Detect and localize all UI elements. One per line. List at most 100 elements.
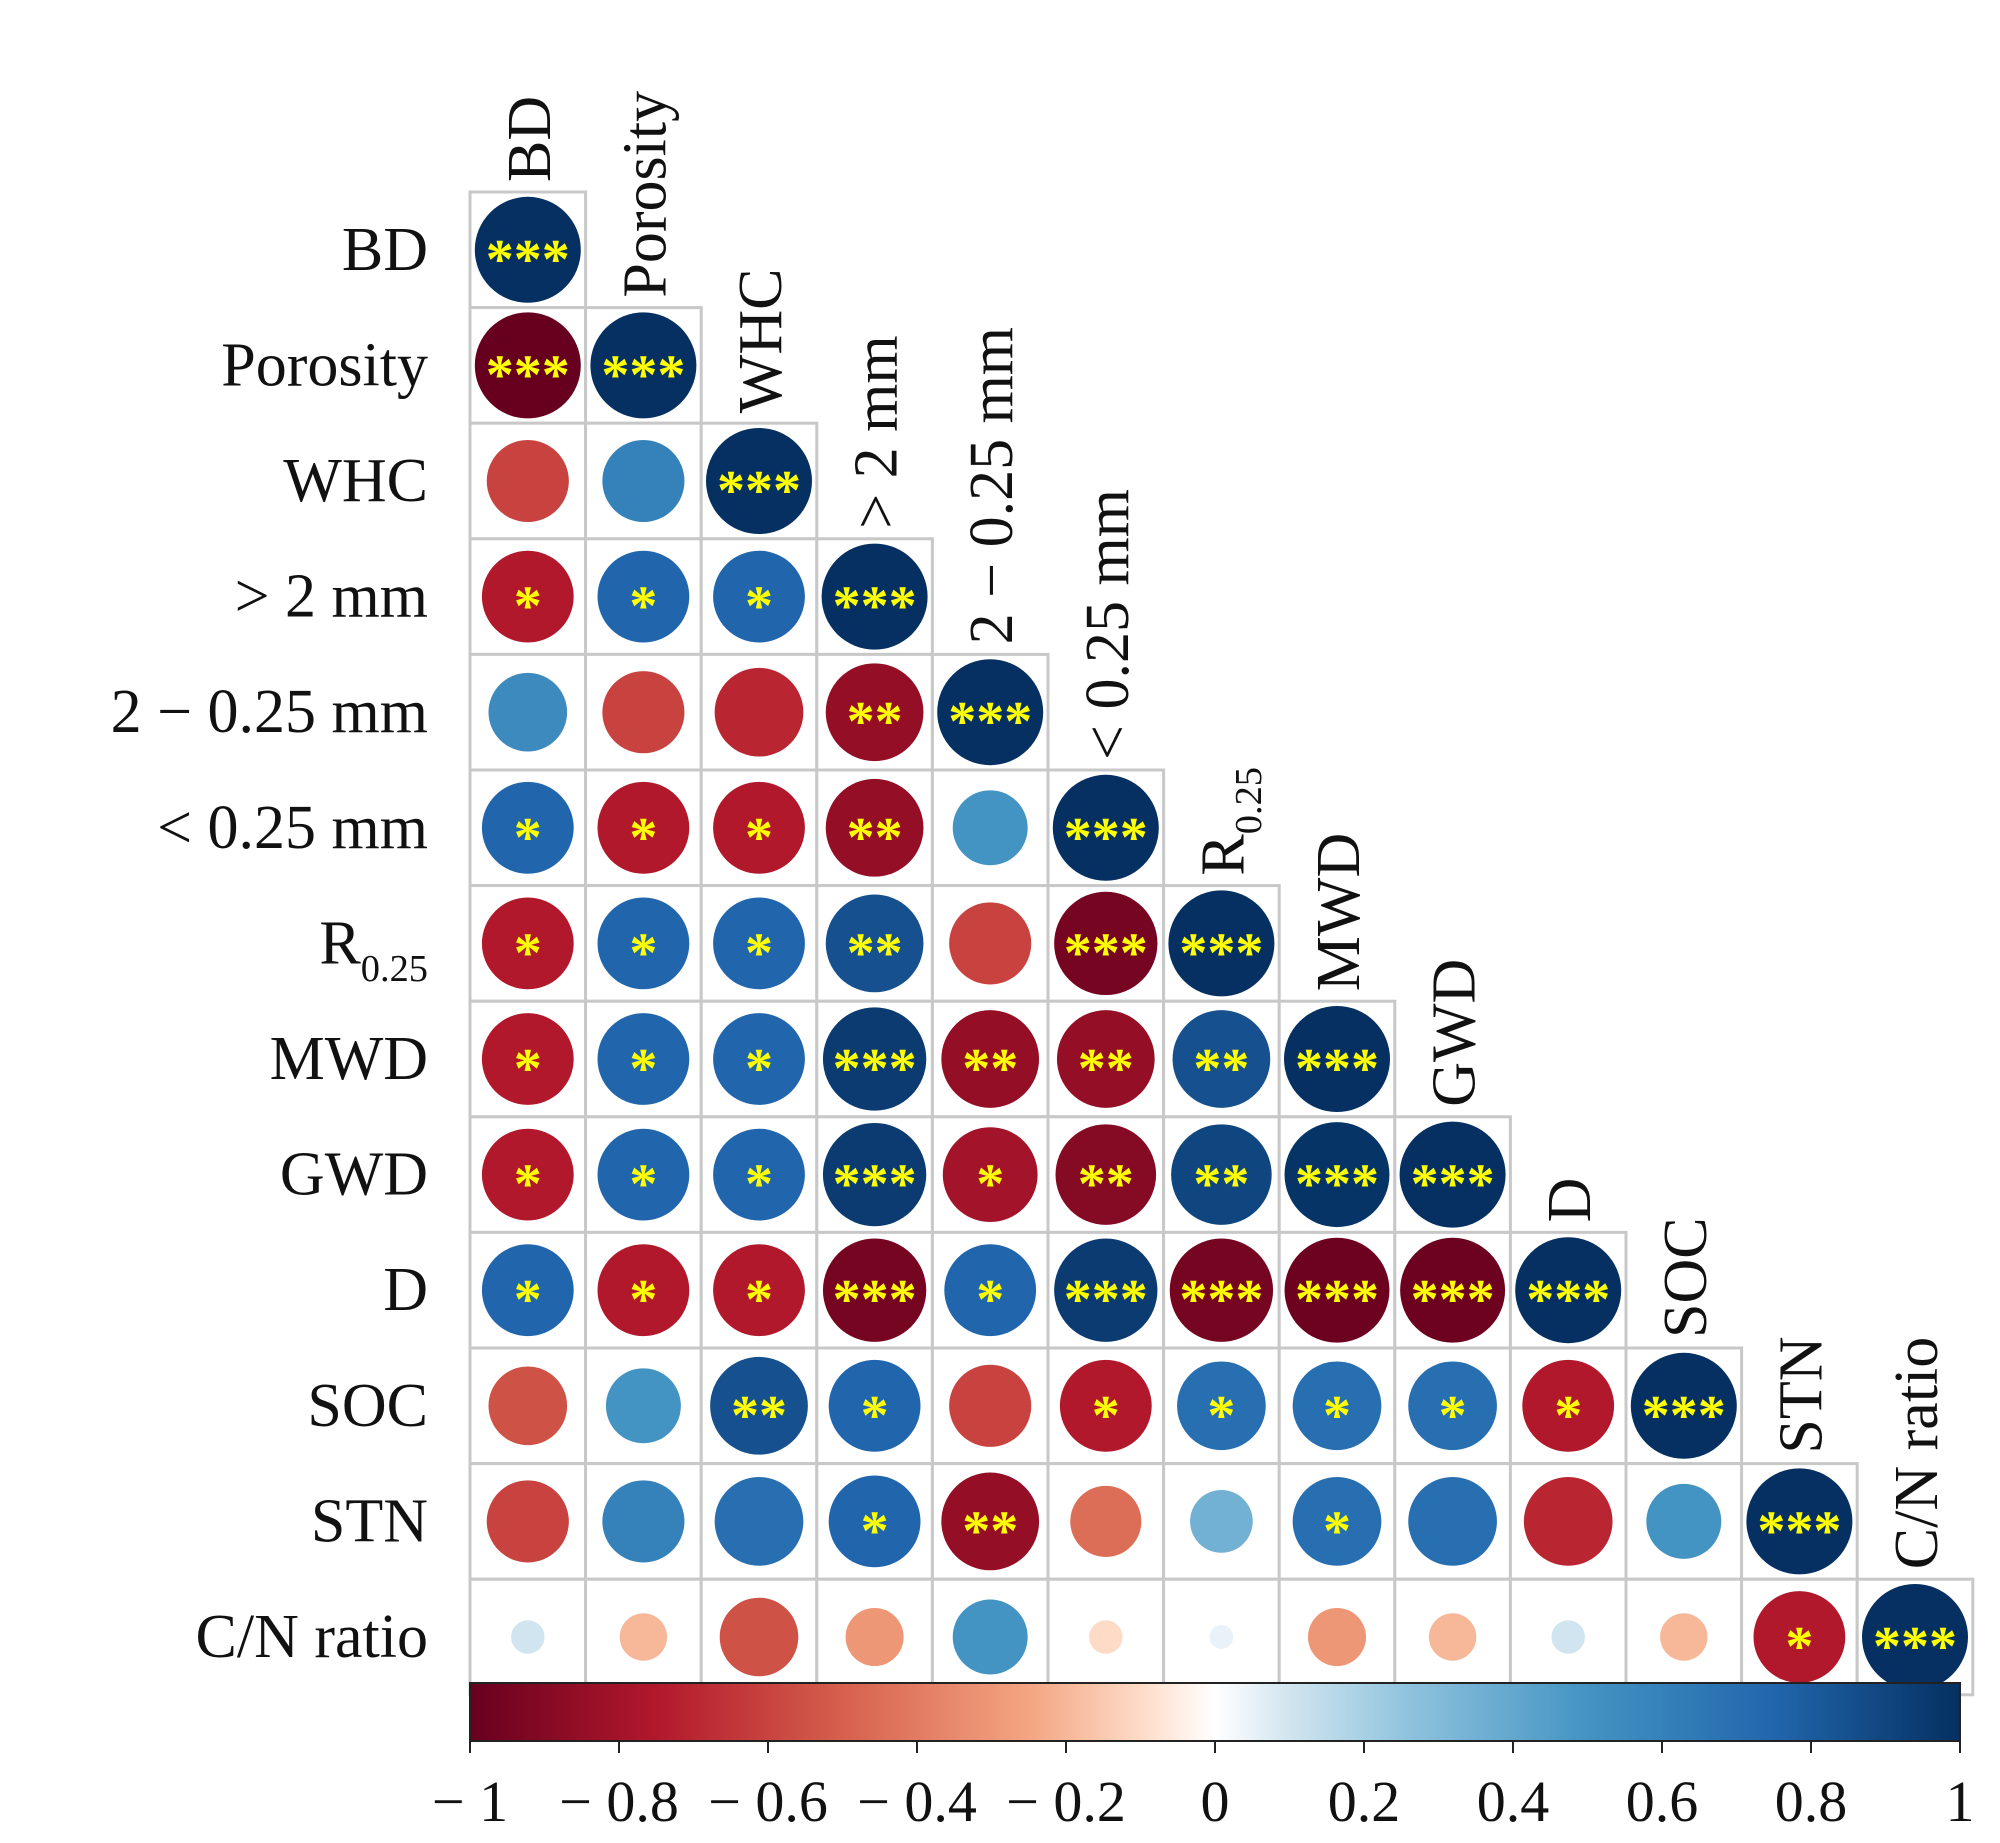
correlation-circle [1428,1613,1477,1661]
correlation-circle [1284,1006,1390,1112]
significance-label: * [514,1269,542,1331]
correlation-circle [1054,1238,1158,1342]
correlation-circle [713,1128,805,1221]
significance-label: *** [1411,1154,1495,1216]
correlation-circle [845,1607,904,1667]
correlation-circle [952,790,1028,866]
significance-label: * [629,922,657,984]
significance-label: * [745,807,773,869]
significance-label: * [1785,1616,1813,1678]
significance-label: ** [962,1500,1018,1562]
correlation-circle [511,1620,545,1654]
column-label: BD [496,96,564,182]
significance-label: *** [1064,1269,1148,1331]
correlation-circle [619,1613,668,1661]
correlation-circle [1284,1237,1390,1343]
circle-layer [474,196,1968,1690]
significance-label: *** [1064,807,1148,869]
correlation-circle [822,1122,927,1227]
significance-label: * [629,1269,657,1331]
correlation-circle [719,1597,799,1677]
correlation-circle [952,1599,1028,1675]
significance-label: *** [833,1038,917,1100]
column-label: WHC [727,269,795,414]
row-label: 2 − 0.25 mm [111,678,428,746]
correlation-circle [602,1480,685,1563]
row-labels: BD Porosity WHC > 2 mm 2 − 0.25 mm < 0.25 mm R… [111,216,428,1671]
correlation-circle [597,1244,690,1337]
row-label: SOC [307,1372,428,1440]
correlation-circle [1292,1361,1382,1451]
correlation-circle [713,1013,805,1105]
column-label: R0.25 [1189,767,1269,876]
correlation-circle [1177,1361,1266,1451]
correlation-circle [1399,1121,1506,1228]
correlation-circle [1168,890,1275,997]
significance-label: *** [833,576,917,638]
significance-label: *** [486,229,570,291]
correlation-circle [713,550,805,643]
correlation-circle [486,439,569,523]
correlation-circle [825,663,924,762]
correlation-circle [1292,1477,1382,1566]
correlation-circle [1284,1122,1390,1228]
significance-label: ** [962,1038,1018,1100]
column-label: < 0.25 mm [1074,489,1142,760]
colorbar-tick-label: 1 [1946,1769,1975,1834]
row-label: Porosity [221,331,428,399]
correlation-circle [1307,1607,1367,1667]
correlation-circle [481,897,574,990]
significance-label: * [1207,1385,1235,1447]
significance-label: * [514,1038,542,1100]
significance-label: * [514,1154,542,1216]
significance-label: *** [1642,1385,1726,1447]
row-label: D [383,1256,428,1324]
significance-label: *** [601,344,685,406]
row-label: < 0.25 mm [157,794,428,862]
correlation-circle [821,543,928,650]
correlation-circle [1515,1237,1622,1344]
significance-label: * [1092,1385,1120,1447]
column-label: MWD [1305,833,1373,991]
significance-label: *** [1064,922,1148,984]
significance-label: *** [1179,1269,1263,1331]
significance-label: *** [1295,1038,1379,1100]
significance-label: ** [1078,1038,1134,1100]
star-layer: ****** ******* * * ***** **** * * ** **** * * ** *** *… [486,229,1957,1678]
correlation-circle [1070,1485,1142,1557]
significance-label: * [745,1038,773,1100]
significance-label: * [745,1269,773,1331]
column-label: C/N ratio [1883,1337,1951,1569]
row-label: GWD [280,1141,428,1209]
significance-label: *** [1757,1500,1841,1562]
row-label: STN [311,1487,428,1555]
column-label: STN [1767,1336,1835,1453]
colorbar-tick-label: 0.2 [1328,1769,1401,1834]
correlation-circle [1054,891,1158,996]
correlation-circle [481,1244,574,1337]
significance-label: *** [1179,922,1263,984]
correlation-circle [1400,1237,1506,1343]
significance-label: *** [1295,1154,1379,1216]
significance-label: *** [717,460,801,522]
column-label: D [1536,1178,1604,1223]
correlation-circle [828,1475,921,1568]
correlation-circle [1209,1625,1234,1649]
correlation-circle [941,1010,1040,1108]
correlation-circle [1408,1477,1497,1566]
correlation-circle [1056,1010,1155,1108]
correlation-circle [1052,774,1159,881]
correlation-circle [825,778,924,877]
correlation-circle [488,672,568,752]
correlation-circle [1171,1124,1272,1225]
correlation-circle [602,671,685,754]
correlation-circle [949,902,1032,985]
correlation-circle [597,550,690,643]
correlation-circle [1551,1620,1585,1654]
significance-label: *** [1411,1269,1495,1331]
column-label: Porosity [611,91,679,298]
correlation-circle [825,894,924,993]
correlation-circle [937,659,1044,766]
significance-label: ** [847,807,903,869]
